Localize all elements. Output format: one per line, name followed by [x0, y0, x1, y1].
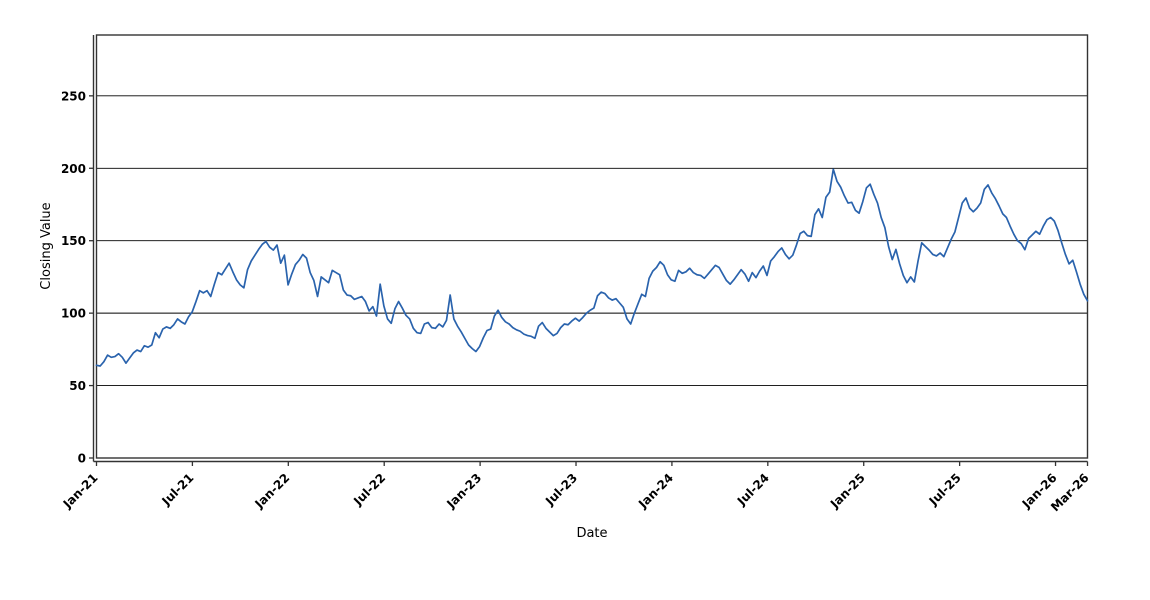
x-tick-label: Jan-23 — [443, 471, 484, 512]
closing-value-series-line — [95, 168, 1089, 367]
x-tick-label: Jul-21 — [158, 471, 196, 509]
y-tick-label: 150 — [61, 234, 86, 248]
x-tick-label: Jan-22 — [252, 471, 293, 512]
x-axis-label: Date — [576, 526, 607, 541]
y-tick-label: 100 — [61, 307, 86, 321]
y-tick-label: 0 — [78, 452, 86, 466]
x-tick-label: Jul-24 — [734, 471, 772, 509]
x-tick-label: Jan-25 — [827, 471, 868, 512]
x-tick-label: Jul-25 — [926, 471, 964, 509]
y-axis-label: Closing Value — [39, 202, 54, 289]
x-tick-label: Jan-24 — [635, 471, 676, 512]
x-tick-label: Jan-21 — [60, 471, 101, 512]
y-tick-label: 50 — [69, 379, 86, 393]
y-tick-label: 200 — [61, 162, 86, 176]
y-tick-label: 250 — [61, 89, 86, 103]
plot-area-frame — [95, 34, 1089, 459]
x-tick-label: Jul-22 — [350, 471, 388, 509]
x-tick-label: Jul-23 — [542, 471, 580, 509]
